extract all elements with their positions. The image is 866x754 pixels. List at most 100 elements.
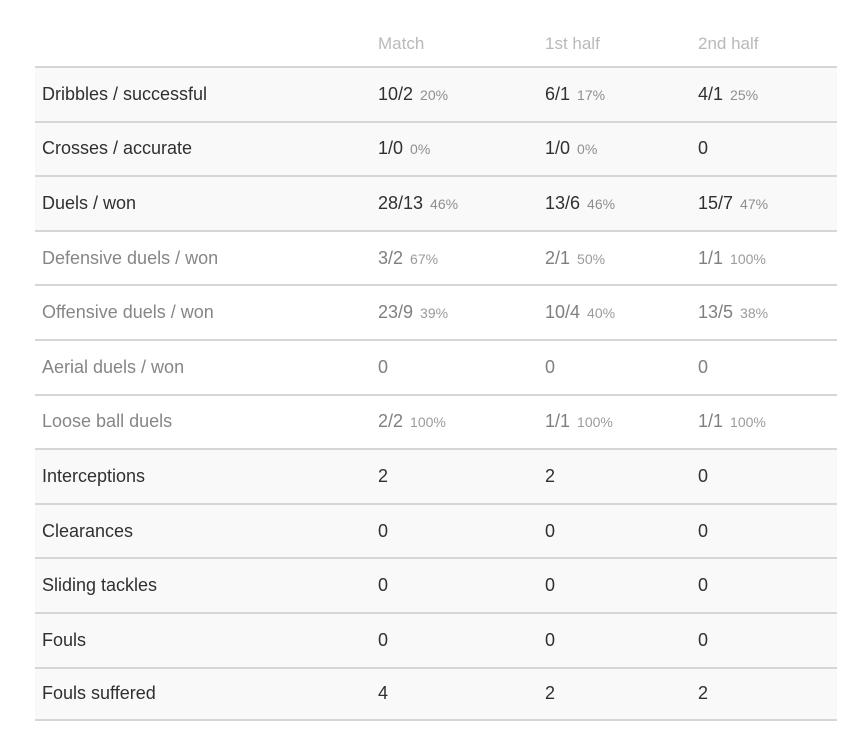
stat-value: 1/0 [378, 138, 404, 159]
stat-cell-match: 0 [378, 357, 545, 378]
stat-label: Sliding tackles [42, 575, 158, 596]
table-row[interactable]: Defensive duels / won 3/2 67% 2/1 50% 1/1 1… [35, 229, 837, 285]
stat-percentage: 39% [420, 305, 449, 322]
stat-value: 0 [545, 629, 556, 650]
stat-cell-1st-half: 1/1 100% [545, 411, 698, 432]
stat-value: 2 [545, 465, 556, 486]
stat-cell-2nd-half: 0 [698, 138, 837, 159]
stat-label: Crosses / accurate [42, 138, 193, 159]
stat-value: 0 [378, 520, 389, 541]
stat-value: 0 [698, 138, 709, 159]
table-row[interactable]: Loose ball duels 2/2 100% 1/1 100% 1/1 100% [35, 393, 837, 449]
table-row[interactable]: Interceptions 2 2 0 [35, 448, 837, 503]
stat-value: 1/1 [545, 411, 571, 432]
stat-value: 2 [698, 683, 709, 704]
table-row[interactable]: Fouls 0 0 0 [35, 611, 837, 667]
stat-value: 0 [378, 629, 389, 650]
column-header-match: Match [378, 34, 425, 53]
stat-cell-match: 0 [378, 521, 545, 542]
stat-cell-1st-half: 13/6 46% [545, 193, 698, 214]
stat-percentage: 46% [587, 195, 616, 212]
stat-cell-match: 3/2 67% [378, 248, 545, 269]
stat-percentage: 17% [577, 86, 606, 103]
table-row[interactable]: Clearances 0 0 0 [35, 502, 837, 558]
stat-label: Loose ball duels [42, 411, 173, 432]
stat-value: 0 [698, 465, 709, 486]
table-row[interactable]: Aerial duels / won 0 0 0 [35, 338, 837, 394]
stat-cell-1st-half: 2/1 50% [545, 248, 698, 269]
stat-value: 10/4 [545, 302, 581, 323]
stat-label: Fouls suffered [42, 683, 156, 704]
stat-cell-1st-half: 1/0 0% [545, 138, 698, 159]
stat-value: 1/1 [698, 411, 724, 432]
stat-percentage: 100% [577, 414, 613, 431]
stat-percentage: 67% [410, 250, 439, 267]
stat-percentage: 40% [587, 305, 616, 322]
stat-cell-2nd-half: 0 [698, 630, 837, 651]
stat-cell-1st-half: 0 [545, 575, 698, 596]
stat-cell-match: 0 [378, 575, 545, 596]
stat-percentage: 20% [420, 86, 449, 103]
stat-value: 1/1 [698, 247, 724, 268]
table-row[interactable]: Offensive duels / won 23/9 39% 10/4 40% 13… [35, 284, 837, 339]
stat-percentage: 25% [730, 86, 759, 103]
stat-value: 0 [545, 356, 556, 377]
stat-value: 13/5 [698, 302, 734, 323]
stat-value: 10/2 [378, 83, 414, 104]
stat-label: Aerial duels / won [42, 356, 185, 377]
stat-percentage: 47% [740, 195, 769, 212]
table-row[interactable]: Duels / won 28/13 46% 13/6 46% 15/7 47% [35, 175, 837, 230]
stat-label: Clearances [42, 520, 134, 541]
stat-label: Fouls [42, 629, 87, 650]
table-row[interactable]: Dribbles / successful 10/2 20% 6/1 17% 4/1… [35, 66, 837, 121]
stat-value: 0 [698, 356, 709, 377]
table-row[interactable]: Fouls suffered 4 2 2 [35, 666, 837, 722]
stat-percentage: 100% [730, 414, 766, 431]
stat-value: 1/0 [545, 138, 571, 159]
table-row[interactable]: Crosses / accurate 1/0 0% 1/0 0% 0 [35, 120, 837, 176]
stat-cell-1st-half: 2 [545, 466, 698, 487]
stat-percentage: 46% [430, 195, 459, 212]
stat-cell-2nd-half: 1/1 100% [698, 248, 837, 269]
stat-cell-2nd-half: 1/1 100% [698, 411, 837, 432]
stat-value: 2/1 [545, 247, 571, 268]
stat-value: 0 [545, 520, 556, 541]
stat-cell-1st-half: 0 [545, 357, 698, 378]
column-header-1st-half: 1st half [545, 34, 600, 53]
stat-value: 23/9 [378, 302, 414, 323]
stat-value: 13/6 [545, 192, 581, 213]
stat-cell-match: 28/13 46% [378, 193, 545, 214]
stat-value: 0 [698, 575, 709, 596]
stat-cell-1st-half: 0 [545, 521, 698, 542]
stat-cell-2nd-half: 0 [698, 466, 837, 487]
stat-percentage: 100% [410, 414, 446, 431]
stat-value: 15/7 [698, 192, 734, 213]
stat-value: 0 [698, 520, 709, 541]
stat-percentage: 100% [730, 250, 766, 267]
stat-value: 2 [378, 465, 389, 486]
stat-label: Dribbles / successful [42, 83, 208, 104]
table-header-row: Match 1st half 2nd half [35, 0, 837, 66]
column-header-2nd-half: 2nd half [698, 34, 759, 53]
stat-value: 0 [545, 575, 556, 596]
stat-label: Duels / won [42, 192, 137, 213]
stat-cell-match: 10/2 20% [378, 84, 545, 105]
stat-value: 28/13 [378, 192, 424, 213]
stat-label: Offensive duels / won [42, 302, 214, 323]
player-match-stats-table: Match 1st half 2nd half Dribbles / succe… [35, 0, 837, 722]
stat-cell-match: 0 [378, 630, 545, 651]
stat-cell-1st-half: 0 [545, 630, 698, 651]
stat-value: 4 [378, 683, 389, 704]
stat-cell-match: 1/0 0% [378, 138, 545, 159]
stat-cell-1st-half: 2 [545, 683, 698, 704]
stat-value: 0 [378, 356, 389, 377]
stat-cell-match: 4 [378, 683, 545, 704]
stat-percentage: 0% [410, 141, 431, 158]
stat-value: 0 [378, 575, 389, 596]
stat-label: Interceptions [42, 465, 146, 486]
stat-value: 2 [545, 683, 556, 704]
table-body: Dribbles / successful 10/2 20% 6/1 17% 4/1… [35, 66, 837, 722]
stat-value: 6/1 [545, 83, 571, 104]
table-row[interactable]: Sliding tackles 0 0 0 [35, 557, 837, 612]
stat-cell-match: 23/9 39% [378, 302, 545, 323]
